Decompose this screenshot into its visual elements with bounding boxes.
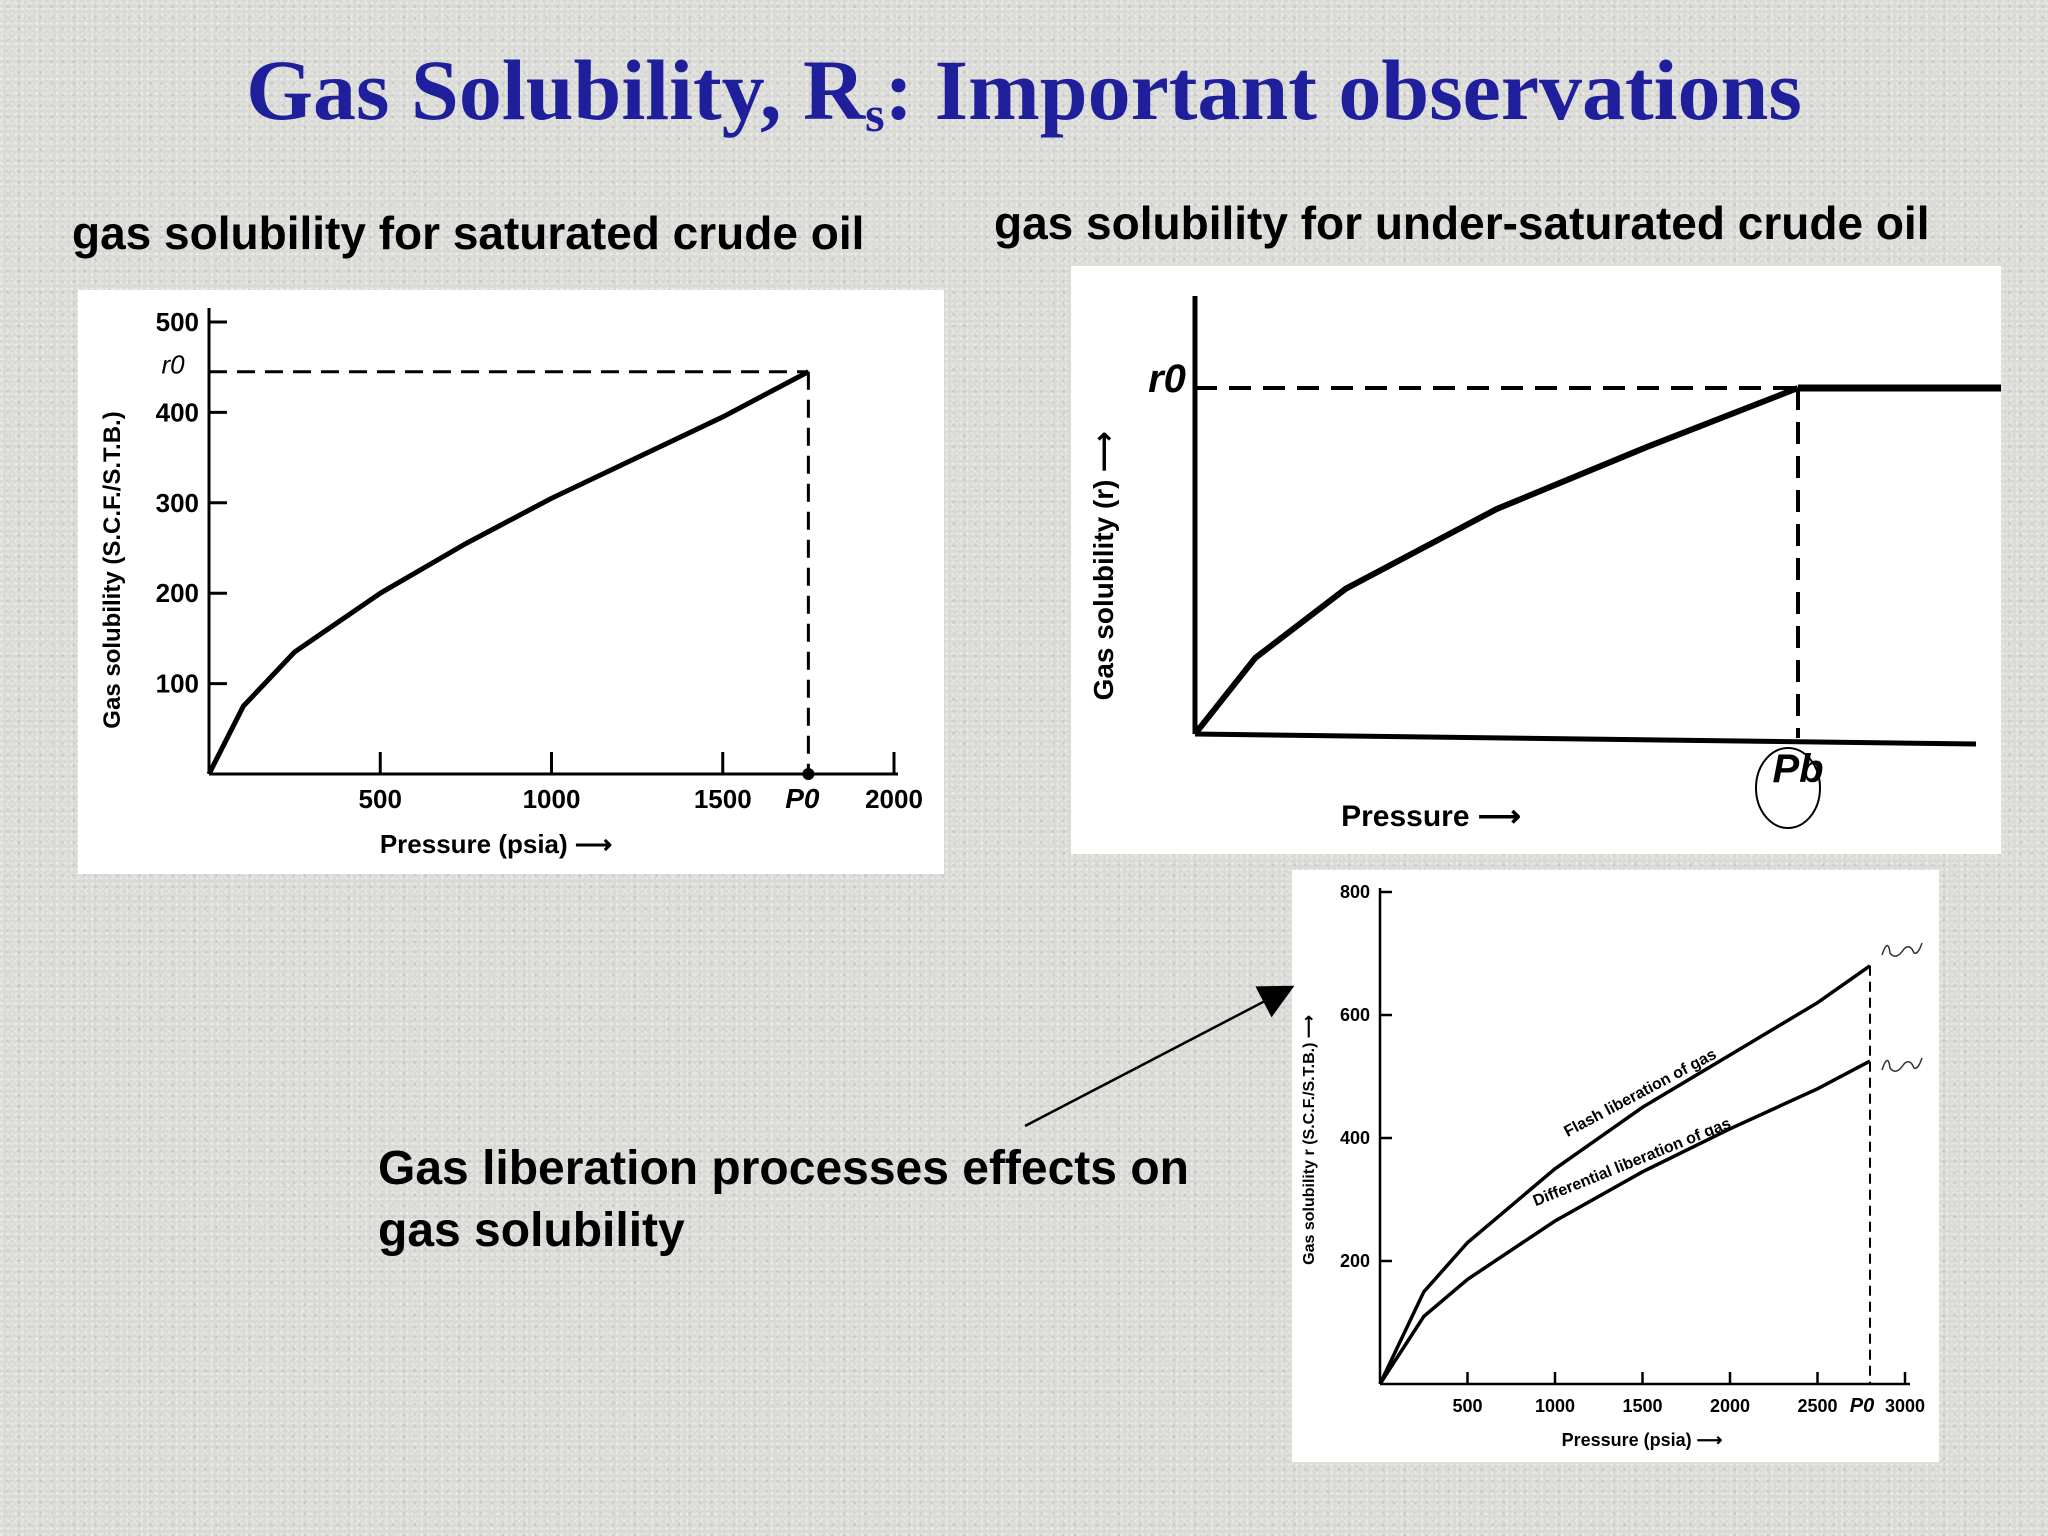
x-tick-label: 1000 <box>1535 1396 1575 1416</box>
solubility-curve <box>206 369 810 776</box>
y-tick-label: 200 <box>1340 1251 1370 1271</box>
y-tick-label: 100 <box>156 669 199 699</box>
chart-undersaturated: r0PbP0Pressure ⟶Gas solubility (r) ⟶ <box>1088 296 2001 833</box>
caption-saturated: gas solubility for saturated crude oil <box>72 207 865 259</box>
x-tick-label: 1500 <box>694 784 752 814</box>
y-tick-label: 800 <box>1340 882 1370 902</box>
chart-liberation-panel: 500 1000 1500 2000 2500 3000 200 400 600 800 P0 Fla… <box>1292 870 1939 1462</box>
x-tick-label: 2500 <box>1797 1396 1837 1416</box>
r0-label: r0 <box>161 350 185 380</box>
x-axis-label: Pressure (psia) ⟶ <box>1562 1430 1723 1450</box>
pb-label: Pb <box>1772 747 1823 791</box>
caption-undersaturated: gas solubility for under-saturated crude… <box>994 197 1930 249</box>
x-tick-label: 1500 <box>1622 1396 1662 1416</box>
slide-title: Gas Solubility, Rs: Important observatio… <box>0 40 2048 143</box>
y-tick-label: 600 <box>1340 1005 1370 1025</box>
title-subscript: s <box>865 86 885 142</box>
y-tick-label: 300 <box>156 488 199 518</box>
y-tick-label: 400 <box>156 397 199 427</box>
y-tick-label: 500 <box>156 307 199 337</box>
chart-saturated-panel: 500 1000 1500 2000 100 200 300 400 500 r0 P0 Pressu… <box>78 290 944 874</box>
y-tick-label: 200 <box>156 578 199 608</box>
x-axis-label: Pressure ⟶ <box>1341 800 1521 833</box>
y-axis-label: Gas solubility r (S.C.F./S.T.B.) ⟶ <box>1301 1015 1318 1265</box>
y-axis-label: Gas solubility (r) ⟶ <box>1088 432 1119 701</box>
y-tick-label: 400 <box>1340 1128 1370 1148</box>
solubility-curve <box>1192 385 1800 736</box>
chart-undersaturated-panel: r0PbP0Pressure ⟶Gas solubility (r) ⟶ <box>1071 266 2001 854</box>
pb-circle <box>1755 747 1821 829</box>
x-axis <box>1194 731 1977 747</box>
title-main: Gas Solubility, R <box>246 42 866 138</box>
r0-label: r0 <box>1148 357 1186 401</box>
x-tick-label: 500 <box>359 784 402 814</box>
chart-saturated: 500 1000 1500 2000 100 200 300 400 500 r0 P0 Pressu… <box>99 307 923 859</box>
x-tick-label: 500 <box>1452 1396 1482 1416</box>
p0-label: P0 <box>1850 1395 1874 1417</box>
x-tick-label: 1000 <box>523 784 581 814</box>
x-tick-label: 3000 <box>1885 1396 1925 1416</box>
x-tick-label: 2000 <box>1710 1396 1750 1416</box>
handwritten-note-top <box>1881 942 1923 957</box>
x-axis-label: Pressure (psia) ⟶ <box>380 829 612 859</box>
handwritten-note-bottom <box>1881 1057 1923 1072</box>
y-axis-label: Gas solubility (S.C.F./S.T.B.) <box>99 411 126 728</box>
pointer-arrow-line <box>1024 985 1295 1128</box>
chart-liberation: 500 1000 1500 2000 2500 3000200400600800P0Fla… <box>1301 882 1925 1450</box>
flash-liberation-curve <box>1378 964 1872 1385</box>
x-tick-label: 2000 <box>865 784 923 814</box>
title-rest: : Important observations <box>884 42 1802 138</box>
liberation-note: Gas liberation processes effects on gas … <box>378 1142 1189 1257</box>
p0-marker <box>802 768 815 780</box>
p0-label: P0 <box>785 783 820 814</box>
differential-liberation-curve <box>1378 1059 1871 1385</box>
